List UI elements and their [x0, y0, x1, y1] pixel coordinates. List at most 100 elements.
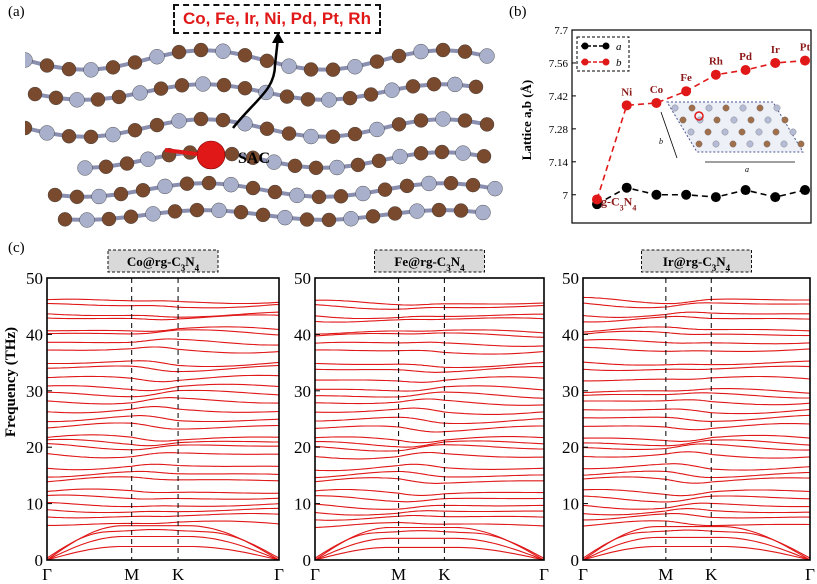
carbon-atom: [287, 158, 303, 174]
carbon-atom: [300, 92, 316, 107]
phonon-band: [582, 451, 811, 459]
band-group: [582, 296, 811, 561]
phonon-band: [582, 470, 811, 479]
phonon-frame: [46, 277, 280, 561]
carbon-atom: [61, 61, 77, 77]
phonon-xtick-label: K: [705, 565, 718, 584]
legend-b-marker: [581, 58, 589, 66]
series-a-point: [621, 182, 632, 193]
phonon-band: [314, 361, 545, 369]
phonon-band: [582, 508, 810, 516]
carbon-atom: [25, 120, 33, 136]
band-group: [314, 299, 545, 561]
phonon-band: [582, 434, 811, 442]
phonon-band: [582, 443, 810, 451]
inset-sac-marker: [694, 111, 704, 121]
carbon-atom: [259, 53, 275, 69]
carbon-atom: [135, 183, 151, 198]
phonon-band: [47, 329, 280, 336]
carbon-atom: [426, 77, 442, 92]
nitrogen-atom: [39, 125, 55, 141]
phonon-band: [582, 346, 811, 352]
nitrogen-atom: [421, 175, 437, 192]
phonon-band: [582, 545, 811, 561]
phonon-band: [46, 389, 280, 398]
phonon-band: [46, 525, 280, 561]
lattice-ytick-label: 7.7: [554, 25, 568, 37]
phonon-band: [314, 488, 544, 496]
phonon-band: [46, 406, 280, 414]
series-b-point: [651, 97, 662, 108]
nitrogen-atom: [277, 209, 293, 226]
carbon-atom: [201, 175, 217, 191]
nitrogen-atom: [83, 62, 99, 78]
nitrogen-atom: [369, 121, 385, 138]
phonon-band: [315, 407, 545, 415]
band-group: [46, 298, 280, 561]
phonon-xtick-label: M: [391, 565, 406, 584]
carbon-atom: [224, 146, 240, 162]
phonon-band: [314, 463, 545, 472]
nitrogen-atom: [289, 187, 305, 204]
series-a-point: [710, 192, 721, 203]
carbon-atom: [90, 92, 106, 107]
phonon-band: [582, 399, 811, 406]
carbon-atom: [111, 89, 127, 105]
carbon-atom: [189, 202, 205, 218]
carbon-atom: [391, 117, 407, 132]
nitrogen-atom: [79, 212, 95, 228]
lattice-ytick-label: 7: [563, 190, 569, 202]
phonon-band: [46, 452, 279, 459]
phonon-band: [583, 414, 811, 422]
phonon-band: [46, 383, 280, 392]
phonon-band: [583, 439, 811, 447]
sac-atom: [196, 140, 226, 170]
phonon-band: [314, 522, 545, 529]
carbon-atom: [127, 55, 143, 70]
phonon-title-box: [374, 249, 485, 273]
carbon-atom: [98, 159, 114, 174]
phonon-band: [582, 476, 811, 484]
carbon-atom: [363, 87, 379, 102]
phonon-band: [46, 326, 280, 332]
carbon-atom: [413, 113, 429, 128]
carbon-atom: [431, 202, 447, 218]
carbon-atom: [255, 207, 271, 223]
phonon-band: [46, 438, 279, 447]
carbon-atom: [123, 209, 139, 224]
carbon-atom: [468, 79, 484, 95]
phonon-band: [46, 507, 280, 514]
carbon-atom: [149, 117, 165, 133]
phonon-ytick-label: 40: [562, 325, 579, 344]
phonon-band: [47, 470, 280, 478]
series-a-point: [740, 185, 751, 196]
panel-a-label: (a): [8, 4, 25, 20]
phonon-band: [315, 495, 545, 503]
phonon-title: Ir@rg-C3N4: [663, 254, 731, 273]
series-b-point: [681, 86, 692, 97]
nitrogen-atom: [266, 154, 282, 170]
carbon-atom: [193, 42, 209, 58]
phonon-band: [583, 513, 810, 521]
carbon-atom: [311, 189, 327, 205]
phonon-band: [46, 298, 280, 305]
carbon-atom: [457, 113, 473, 128]
molecular-structure: SAC: [25, 32, 503, 228]
carbon-atom: [245, 150, 261, 165]
carbon-atom: [465, 177, 481, 193]
phonon-band: [582, 311, 810, 318]
phonon-xtick-label: Γ: [42, 565, 52, 584]
phonon-ytick-label: 10: [562, 495, 579, 514]
series-a-point: [770, 192, 781, 203]
lattice-ylabel: Lattice a,b (Å): [519, 80, 534, 161]
phonon-band: [582, 302, 810, 309]
phonon-band: [47, 415, 280, 423]
nitrogen-atom: [413, 43, 429, 60]
phonon-ytick-label: 30: [294, 382, 311, 401]
nitrogen-atom: [447, 76, 463, 93]
carbon-atom: [347, 126, 363, 142]
carbon-atom: [325, 129, 341, 144]
nitrogen-atom: [91, 188, 107, 205]
carbon-atom: [457, 44, 473, 59]
atom-layer: [25, 42, 503, 228]
